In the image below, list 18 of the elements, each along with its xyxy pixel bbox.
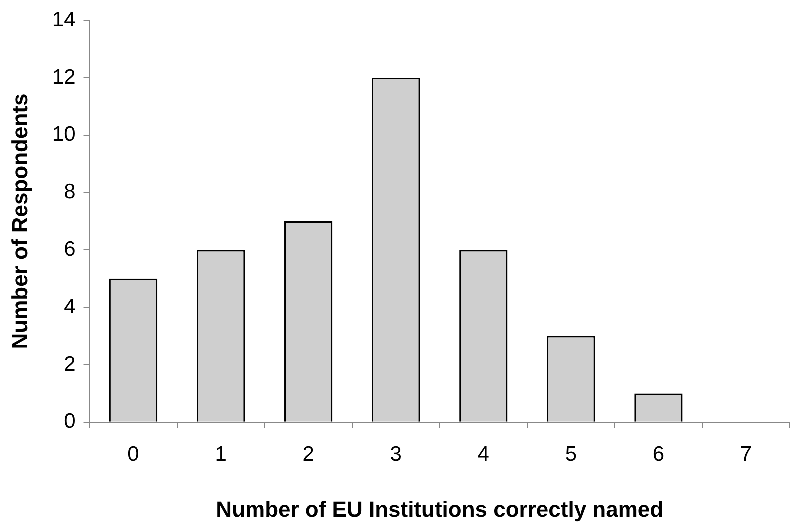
x-tick-label: 6 bbox=[652, 442, 665, 466]
y-tick-label: 8 bbox=[64, 180, 76, 204]
y-tick-label: 6 bbox=[64, 238, 76, 261]
x-tick-label: 3 bbox=[390, 442, 402, 466]
y-tick-label: 10 bbox=[52, 123, 76, 146]
y-tick-label: 12 bbox=[52, 66, 76, 89]
y-tick-label: 14 bbox=[52, 8, 76, 32]
y-axis-title: Number of Respondents bbox=[7, 94, 32, 350]
y-tick-label: 4 bbox=[64, 295, 76, 318]
x-tick-label: 4 bbox=[478, 442, 490, 466]
y-tick-label: 0 bbox=[64, 410, 76, 434]
x-tick-label: 1 bbox=[215, 442, 227, 466]
x-tick-label: 7 bbox=[740, 442, 752, 466]
x-tick-label: 5 bbox=[565, 442, 578, 466]
x-tick-label: 0 bbox=[128, 442, 140, 466]
x-tick-label: 2 bbox=[302, 442, 314, 466]
y-tick-label: 2 bbox=[64, 352, 76, 376]
x-axis-title: Number of EU Institutions correctly named bbox=[216, 496, 664, 522]
